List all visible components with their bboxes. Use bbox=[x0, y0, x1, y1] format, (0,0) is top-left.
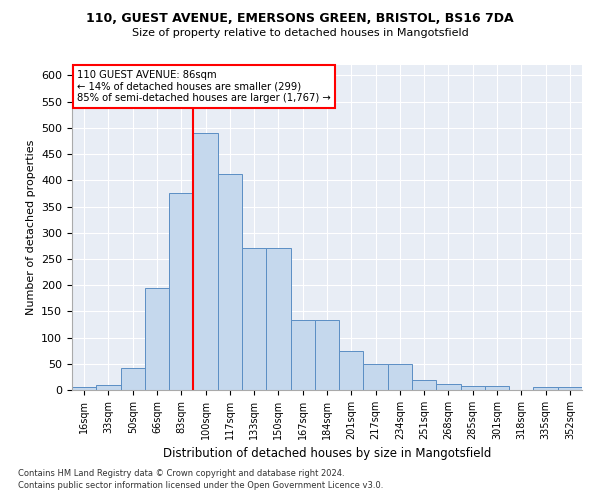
Text: 110, GUEST AVENUE, EMERSONS GREEN, BRISTOL, BS16 7DA: 110, GUEST AVENUE, EMERSONS GREEN, BRIST… bbox=[86, 12, 514, 26]
Bar bbox=[242, 248, 266, 390]
Bar bbox=[266, 248, 290, 390]
Text: 110 GUEST AVENUE: 86sqm
← 14% of detached houses are smaller (299)
85% of semi-d: 110 GUEST AVENUE: 86sqm ← 14% of detache… bbox=[77, 70, 331, 103]
Bar bbox=[315, 320, 339, 390]
Bar bbox=[96, 385, 121, 390]
Bar bbox=[218, 174, 242, 390]
Text: Contains public sector information licensed under the Open Government Licence v3: Contains public sector information licen… bbox=[18, 481, 383, 490]
Text: Contains HM Land Registry data © Crown copyright and database right 2024.: Contains HM Land Registry data © Crown c… bbox=[18, 468, 344, 477]
Bar bbox=[558, 388, 582, 390]
Bar bbox=[388, 364, 412, 390]
Bar bbox=[193, 133, 218, 390]
Bar bbox=[364, 364, 388, 390]
Bar bbox=[145, 288, 169, 390]
Bar bbox=[533, 387, 558, 390]
Bar bbox=[339, 350, 364, 390]
Bar bbox=[436, 384, 461, 390]
Bar bbox=[121, 368, 145, 390]
Text: Size of property relative to detached houses in Mangotsfield: Size of property relative to detached ho… bbox=[131, 28, 469, 38]
X-axis label: Distribution of detached houses by size in Mangotsfield: Distribution of detached houses by size … bbox=[163, 448, 491, 460]
Bar bbox=[290, 320, 315, 390]
Bar bbox=[412, 380, 436, 390]
Bar bbox=[169, 194, 193, 390]
Bar bbox=[461, 386, 485, 390]
Bar bbox=[485, 386, 509, 390]
Bar bbox=[72, 388, 96, 390]
Y-axis label: Number of detached properties: Number of detached properties bbox=[26, 140, 35, 315]
